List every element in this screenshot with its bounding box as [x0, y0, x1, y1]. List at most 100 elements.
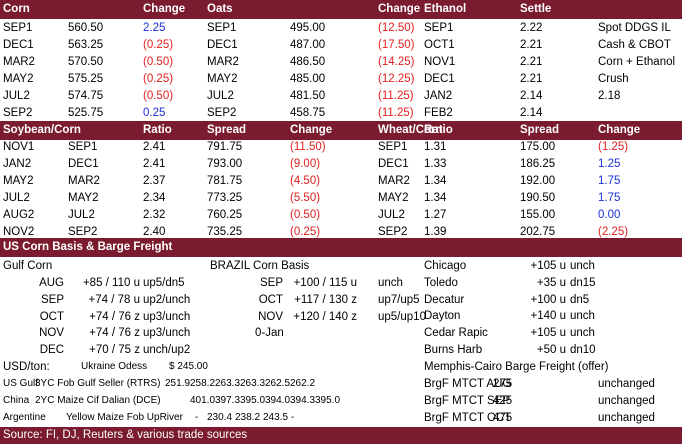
basis-change: up5/up10: [378, 310, 426, 323]
cell: MAY2: [68, 192, 99, 204]
cell: (11.25): [378, 90, 414, 102]
cell: (4.50): [290, 175, 321, 187]
location: Dayton: [424, 310, 461, 323]
basis-value: +35 u: [536, 276, 566, 289]
header-cell: Ratio: [424, 124, 453, 136]
cell: 1.27: [424, 209, 447, 221]
cell: 791.75: [207, 141, 243, 153]
cell: MAY2: [3, 175, 34, 187]
barge-value: 475: [493, 412, 513, 424]
basis-value: +105 u: [530, 260, 567, 272]
basis-change: dn10: [570, 344, 596, 356]
cell: AUG2: [3, 209, 35, 221]
cell: 485.00: [290, 73, 326, 85]
cell: (2.25): [598, 226, 629, 238]
header-cell: Spread: [207, 124, 246, 136]
location: Toledo: [424, 276, 458, 289]
cell: 1.25: [598, 158, 621, 170]
cell: 2.37: [143, 175, 166, 187]
cell: (17.50): [378, 39, 415, 51]
cell: JUL2: [68, 209, 95, 221]
cell: 2.25: [143, 22, 166, 34]
cell: (1.25): [598, 141, 629, 153]
location: Cedar Rapic: [424, 327, 488, 340]
basis-change: unch/up2: [143, 344, 191, 357]
location: Chicago: [424, 260, 467, 272]
cell: Spot DDGS IL: [598, 22, 671, 34]
cell: SEP1: [3, 22, 33, 34]
cell: SEP2: [3, 107, 33, 119]
cell: 2.41: [143, 158, 166, 170]
cell: JUL2: [3, 192, 30, 204]
cell: (11.25): [378, 107, 414, 119]
cell: (12.50): [378, 22, 415, 34]
cell: JUL2: [207, 90, 234, 102]
cell: 560.50: [68, 22, 104, 34]
fob-value: -: [195, 412, 199, 423]
cell: 202.75: [520, 226, 556, 238]
header-band: [0, 0, 682, 19]
cell: SEP1: [424, 22, 454, 34]
cell: Corn + Ethanol: [598, 56, 676, 68]
cell: 2.22: [520, 22, 543, 34]
section-title: Memphis-Cairo Barge Freight (offer): [424, 361, 609, 373]
cell: (0.50): [143, 90, 174, 102]
cell: (0.25): [290, 226, 321, 238]
basis-change: unch: [570, 260, 595, 272]
barge-label: BrgF MTCT OCT: [424, 412, 512, 424]
cell: 481.50: [290, 90, 326, 102]
month: OCT: [258, 293, 283, 306]
header-band: [0, 121, 682, 140]
header-cell: Corn: [3, 3, 30, 15]
location: Decatur: [424, 293, 465, 306]
fob-value: 263.3: [215, 378, 241, 389]
cell: 0.00: [598, 209, 621, 221]
header-cell: Oats: [207, 3, 233, 15]
basis-value: +74 / 76 z: [89, 310, 140, 323]
subheading: BRAZIL Corn Basis: [210, 260, 310, 272]
cell: MAR2: [378, 175, 410, 187]
cell: 570.50: [68, 56, 104, 68]
cell: MAR2: [3, 56, 35, 68]
cell: 487.00: [290, 39, 326, 51]
cell: 192.00: [520, 175, 556, 187]
description: 2YC Maize Cif Dalian (DCE): [35, 395, 161, 406]
cell: NOV2: [3, 226, 35, 238]
cell: (0.50): [290, 209, 321, 221]
cell: 486.50: [290, 56, 326, 68]
month: SEP: [259, 277, 283, 289]
cell: MAY2: [378, 192, 409, 204]
header-cell: Change: [143, 3, 186, 15]
basis-change: up5/dn5: [143, 277, 185, 289]
basis-value: +117 / 130 z: [294, 293, 357, 306]
cell: 563.25: [68, 39, 104, 51]
fob-value: 401.0: [190, 395, 216, 406]
cell: 2.14: [520, 107, 543, 119]
location: Burns Harb: [424, 344, 483, 356]
cell: 2.21: [520, 56, 543, 68]
fob-value: 263.3: [240, 378, 266, 389]
cell: MAY2: [3, 73, 34, 85]
barge-label: BrgF MTCT AUG: [424, 378, 512, 390]
basis-value: +100 u: [530, 293, 567, 306]
basis-change: unch: [570, 327, 595, 340]
cell: 760.25: [207, 209, 243, 221]
header-cell: Ratio: [143, 124, 172, 136]
subheading: Gulf Corn: [3, 260, 53, 272]
fob-value: 230.4: [207, 412, 233, 423]
cell: 1.75: [598, 192, 621, 204]
footer-band: [0, 427, 682, 444]
header-cell: Change: [378, 3, 421, 15]
header-cell: Change: [290, 124, 333, 136]
cell: 2.32: [143, 209, 166, 221]
fob-value: 395.0: [240, 395, 266, 406]
cell: Crush: [598, 73, 629, 85]
cell: 186.25: [520, 158, 556, 170]
cell: JAN2: [424, 90, 453, 102]
header-cell: Ethanol: [424, 3, 467, 15]
basis-change: unch: [378, 277, 403, 289]
fob-value: 262.5: [265, 378, 291, 389]
cell: JUL2: [378, 209, 405, 221]
cell: (11.50): [290, 141, 326, 153]
cell: 1.34: [424, 192, 447, 204]
